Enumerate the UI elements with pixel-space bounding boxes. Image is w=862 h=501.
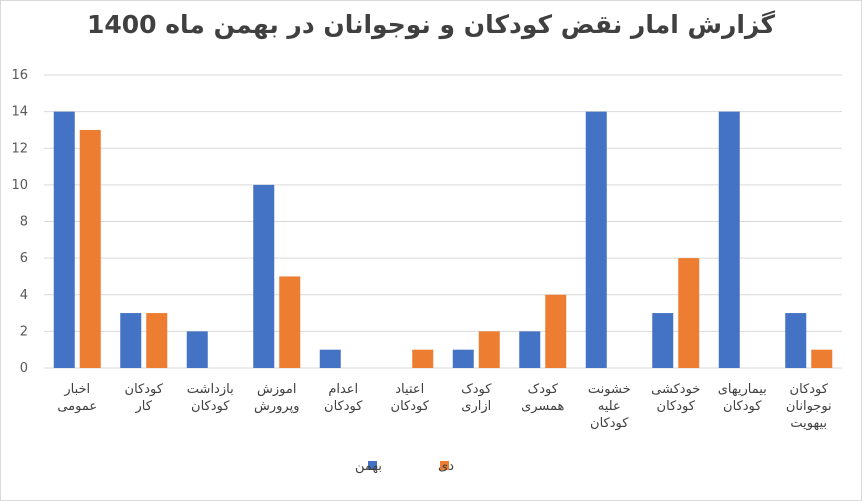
bar <box>718 111 740 368</box>
category-label: بیماریهای کودکان <box>718 382 767 414</box>
bar <box>79 129 101 368</box>
bar <box>811 349 833 368</box>
category-label-line: اعدام <box>328 382 358 397</box>
category-label-line: اخبار <box>63 382 90 397</box>
y-tick-label: 6 <box>20 251 28 266</box>
category-label-line: کودکان <box>790 382 829 397</box>
bar <box>412 349 434 368</box>
bar <box>146 313 168 368</box>
legend-label: دی <box>438 459 454 474</box>
category-label: اموزش وپرورش <box>254 382 300 414</box>
category-label-line: کار <box>135 399 153 414</box>
category-label-line: خشونت <box>588 382 631 397</box>
y-tick-label: 8 <box>20 215 28 230</box>
category-label-line: بازداشت <box>187 382 234 397</box>
bar <box>253 184 275 368</box>
bar <box>53 111 75 368</box>
bar <box>478 331 500 368</box>
category-label-line: کودکان <box>590 416 629 431</box>
bar <box>319 349 341 368</box>
category-label: کودک ازاری <box>461 382 492 414</box>
category-label: خشونت علیه کودکان <box>588 382 631 431</box>
category-label-line: بیهویت <box>790 416 827 431</box>
category-label-line: بیماریهای <box>718 382 767 397</box>
y-tick-label: 0 <box>20 361 28 376</box>
category-label-line: علیه <box>598 399 621 414</box>
y-tick-label: 4 <box>20 288 28 303</box>
category-label: کودکان کار <box>125 382 164 414</box>
chart-title: گزارش امار نقض کودکان و نوجوانان در بهمن… <box>86 10 776 39</box>
category-label-line: وپرورش <box>254 399 300 414</box>
bar <box>678 258 700 368</box>
category-label-line: کودکان <box>324 399 363 414</box>
category-label: کودک همسری <box>521 382 564 414</box>
category-label-line: کودکان <box>657 399 696 414</box>
category-label: بازداشت کودکان <box>187 382 234 414</box>
category-label: اعدام کودکان <box>324 382 363 414</box>
category-label-line: کودکان <box>125 382 164 397</box>
category-label-line: کودکان <box>723 399 762 414</box>
bar <box>452 349 474 368</box>
category-label-line: کودکان <box>391 399 430 414</box>
bar <box>186 331 208 368</box>
bar <box>785 313 807 368</box>
category-label-line: عمومی <box>57 399 97 414</box>
bar <box>585 111 607 368</box>
y-tick-label: 12 <box>11 141 28 156</box>
bar <box>652 313 674 368</box>
y-tick-label: 2 <box>20 324 28 339</box>
category-label-line: کودکان <box>191 399 230 414</box>
category-label: کودکان نوجوانان بیهویت <box>786 382 832 431</box>
category-label-line: کودک <box>461 382 492 397</box>
bar <box>545 294 567 368</box>
category-label-line: ازاری <box>461 399 491 414</box>
y-tick-label: 10 <box>11 178 28 193</box>
legend-swatch <box>368 461 377 470</box>
bar <box>120 313 142 368</box>
category-label-line: اعتیاد <box>395 382 424 397</box>
category-label-line: خودکشی <box>651 382 700 397</box>
y-tick-label: 16 <box>11 68 28 83</box>
category-label: خودکشی کودکان <box>651 382 700 414</box>
category-label-line: نوجوانان <box>786 399 832 414</box>
category-label-line: همسری <box>521 399 564 414</box>
category-label: اعتیاد کودکان <box>391 382 430 414</box>
bar <box>519 331 541 368</box>
legend-label: بهمن <box>355 459 382 474</box>
category-label: اخبار عمومی <box>57 382 97 414</box>
category-label-line: کودک <box>528 382 559 397</box>
legend-swatch <box>440 461 449 470</box>
category-label-line: اموزش <box>257 382 296 397</box>
bar <box>279 276 301 368</box>
y-tick-label: 14 <box>11 105 28 120</box>
